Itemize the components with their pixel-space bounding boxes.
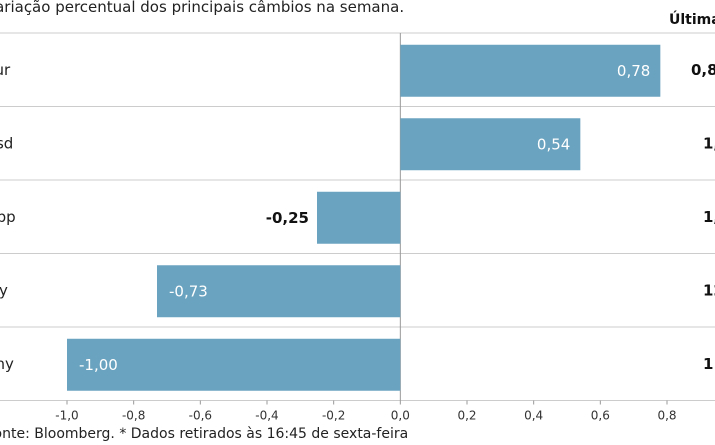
value-label-gbp: -0,25 — [266, 209, 309, 227]
x-tick-label: 0,0 — [391, 409, 410, 423]
value-label-eur: 0,78 — [617, 62, 650, 80]
source-note: Fonte: Bloomberg. * Dados retirados às 1… — [0, 426, 409, 442]
x-tick-label: 0,4 — [524, 409, 543, 423]
category-label-jpy: Jpy — [0, 281, 8, 299]
category-label-eur: Eur — [0, 61, 11, 79]
category-label-gbp: Gbp — [0, 208, 16, 226]
category-label-usd: Usd — [0, 134, 13, 152]
last-value-cny: 117,00 — [703, 355, 715, 373]
last-column-header: Última — [669, 12, 715, 28]
bar-gbp — [317, 191, 401, 244]
value-label-usd: 0,54 — [537, 135, 570, 153]
x-tick-label: -1,0 — [55, 409, 78, 423]
value-label-cny: -1,00 — [79, 356, 118, 374]
x-tick-label: 0,2 — [457, 409, 476, 423]
last-value-eur: 0,85 — [691, 61, 715, 79]
x-tick-label: -0,2 — [322, 409, 345, 423]
value-label-jpy: -0,73 — [169, 282, 208, 300]
x-tick-label: -0,4 — [255, 409, 278, 423]
last-value-gbp: 1,30 — [703, 208, 715, 226]
last-value-usd: 1,13 — [703, 134, 715, 152]
x-tick-label: -0,8 — [122, 409, 145, 423]
x-tick-label: 0,8 — [657, 409, 676, 423]
x-tick-label: -0,6 — [189, 409, 212, 423]
last-value-jpy: 125,00 — [703, 281, 715, 299]
bar-eur — [400, 44, 661, 97]
x-tick-label: 0,6 — [591, 409, 610, 423]
chart-subtitle: Variação percentual dos principais câmbi… — [0, 0, 405, 16]
category-label-cny: Cny — [0, 355, 14, 373]
bar-cny — [67, 338, 401, 391]
bar-usd — [400, 118, 581, 171]
bar-jpy — [157, 265, 401, 318]
bar-chart: Eur 0,78 0,85 Usd 0,54 1,13 Gbp -0,25 1,30 Jpy -0,… — [0, 32, 715, 423]
